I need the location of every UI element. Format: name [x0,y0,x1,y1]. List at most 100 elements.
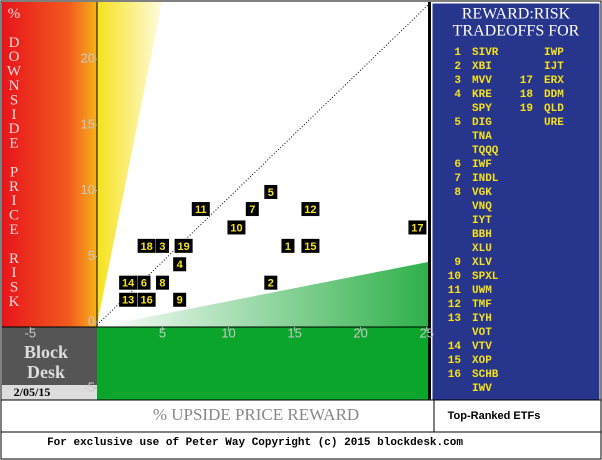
brand: Block [24,342,68,362]
point [301,202,320,217]
point-label: 3 [159,241,165,253]
point [191,202,210,217]
rank: 8 [454,187,461,199]
ticker: IWF [472,159,492,171]
y-axis-label: % DOWNSIDE PRICE RISK [6,6,22,309]
point [173,257,187,272]
reward-zone [97,327,428,400]
ticker: IYT [472,215,492,227]
point-label: 11 [195,204,207,216]
point-label: 18 [141,241,153,253]
point [173,292,187,307]
x-tick-label: 5 [159,325,166,340]
ticker: SCHB [472,369,499,381]
point [137,292,156,307]
point-label: 14 [122,278,135,290]
ticker: VNQ [472,201,492,213]
ticker: TNA [472,131,492,143]
rank: 12 [448,299,461,311]
risk-zone [2,2,97,327]
rank: 15 [448,355,462,367]
point [301,238,320,253]
point-label: 8 [159,278,165,290]
x-tick-label: 10 [221,325,235,340]
rank: 3 [454,75,461,87]
y-tick-label: 10 [81,182,95,197]
rank: 17 [520,75,533,87]
y-tick-label: 15 [81,116,95,131]
rank: 11 [448,285,462,297]
point-label: 13 [122,295,134,307]
ticker: VGK [472,187,492,199]
point-label: 4 [177,259,184,271]
brand: Desk [27,362,65,382]
date-box [2,385,97,400]
ticker: XOP [472,355,492,367]
rank: 10 [448,271,461,283]
point-label: 19 [177,241,189,253]
point-label: 16 [141,295,153,307]
rank: 6 [454,159,461,171]
rank: 16 [448,369,461,381]
ticker: SPXL [472,271,499,283]
point [119,275,138,290]
rank: 19 [520,103,533,115]
point-label: 1 [285,241,291,253]
point [155,275,169,290]
point [281,238,295,253]
point [119,292,138,307]
y-tick-label: -5 [83,379,95,394]
point [227,220,246,235]
brand-box [2,327,97,385]
ticker: QLD [544,103,564,115]
ticker: KRE [472,89,492,101]
ticker: IJT [544,61,564,73]
ticker: UWM [472,285,492,297]
rank: 13 [448,313,462,325]
caption: Top-Ranked ETFs [448,410,541,422]
ticker: DDM [544,89,564,101]
y-tick-label: 0 [88,314,95,329]
point [137,238,156,253]
ticker: BBH [472,229,492,241]
point [264,275,278,290]
rank: 18 [520,89,534,101]
panel-title: REWARD:RISK [462,6,571,23]
x-axis-label: % UPSIDE PRICE REWARD [153,405,359,424]
divider [428,2,431,400]
ticker: VOT [472,327,492,339]
ticker: MVV [472,75,492,87]
ticker: TMF [472,299,492,311]
point-label: 2 [268,278,274,290]
footer: For exclusive use of Peter Way Copyright… [47,437,463,449]
x-tick-label: 15 [287,325,301,340]
point [137,275,151,290]
point [245,202,259,217]
ticker: INDL [472,173,499,185]
point-label: 10 [230,222,242,234]
rank: 14 [448,341,462,353]
point-label: 9 [177,295,183,307]
ticker: XLU [472,243,492,255]
ticker: IWP [544,47,564,59]
point-label: 5 [268,187,274,199]
ticker: VTV [472,341,492,353]
panel [431,2,601,401]
point [155,238,169,253]
x-tick-label: -5 [25,325,37,340]
point [264,184,278,199]
point-label: 6 [141,278,147,290]
point-label: 15 [304,241,316,253]
ticker: ERX [544,75,564,87]
rank: 1 [454,47,461,59]
ticker: XLV [472,257,492,269]
ticker: TQQQ [472,145,499,157]
x-tick-label: 20 [353,325,367,340]
ticker: IYH [472,313,492,325]
rank: 9 [454,257,461,269]
ticker: XBI [472,61,492,73]
panel-title: TRADEOFFS FOR [453,23,580,40]
rank: 2 [454,61,461,73]
